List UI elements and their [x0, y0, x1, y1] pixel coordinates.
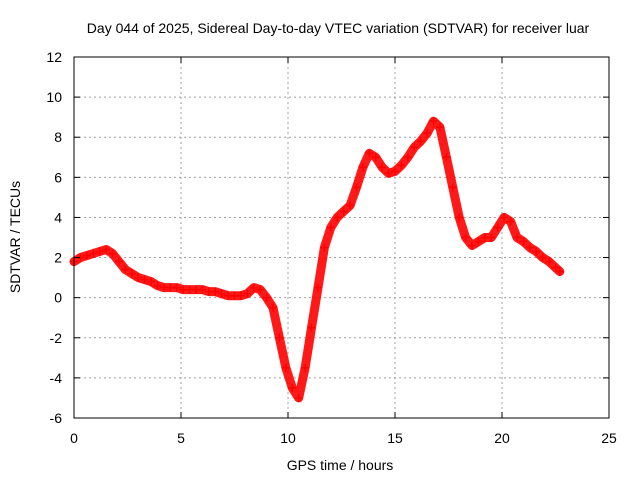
data-point	[532, 247, 541, 256]
y-tick-label: 12	[46, 49, 62, 65]
data-point	[95, 247, 104, 256]
x-tick-label: 20	[494, 430, 510, 446]
data-point	[468, 241, 477, 250]
data-point	[493, 223, 502, 232]
data-point	[326, 223, 335, 232]
y-tick-label: -6	[50, 410, 63, 426]
y-tick-label: 2	[54, 250, 62, 266]
x-tick-label: 0	[70, 430, 78, 446]
data-point	[82, 251, 91, 260]
data-point	[281, 363, 290, 372]
data-point	[307, 323, 316, 332]
data-point	[448, 183, 457, 192]
data-point	[538, 253, 547, 262]
data-point	[519, 237, 528, 246]
data-point	[358, 163, 367, 172]
data-point	[371, 153, 380, 162]
data-point	[346, 201, 355, 210]
x-tick-label: 5	[177, 430, 185, 446]
data-point	[198, 285, 207, 294]
data-point	[474, 237, 483, 246]
data-point	[102, 245, 111, 254]
y-tick-label: 8	[54, 129, 62, 145]
data-point	[500, 213, 509, 222]
data-point	[551, 263, 560, 272]
data-point	[262, 293, 271, 302]
x-tick-label: 10	[280, 430, 296, 446]
y-tick-label: 4	[54, 209, 62, 225]
y-tick-label: 0	[54, 290, 62, 306]
data-point	[320, 243, 329, 252]
data-marks	[69, 116, 565, 403]
data-point	[301, 363, 310, 372]
data-point	[555, 267, 564, 276]
data-point	[294, 393, 303, 402]
axis-ticks: 0 5 10 15 20 25 -6 -4 -2 0 2 4 6 8 10 12	[46, 49, 617, 446]
data-point	[243, 289, 252, 298]
data-point	[442, 153, 451, 162]
data-point	[249, 283, 258, 292]
data-point	[410, 143, 419, 152]
data-point	[114, 257, 123, 266]
data-point	[121, 265, 130, 274]
x-axis-label: GPS time / hours	[287, 457, 394, 473]
data-point	[211, 287, 220, 296]
data-point	[275, 333, 284, 342]
data-point	[512, 233, 521, 242]
data-point	[423, 129, 432, 138]
data-point	[153, 281, 162, 290]
y-tick-label: 6	[54, 169, 62, 185]
data-point	[397, 161, 406, 170]
data-point	[352, 183, 361, 192]
data-point	[269, 303, 278, 312]
plot-border	[73, 56, 610, 419]
y-tick-label: -2	[50, 330, 63, 346]
y-tick-label: 10	[46, 89, 62, 105]
data-point	[217, 289, 226, 298]
data-point	[140, 275, 149, 284]
data-point	[236, 291, 245, 300]
grid-lines	[74, 57, 609, 418]
data-point	[506, 217, 515, 226]
data-point	[108, 249, 117, 258]
data-point	[487, 233, 496, 242]
chart-title: Day 044 of 2025, Sidereal Day-to-day VTE…	[87, 20, 590, 36]
data-point	[172, 283, 181, 292]
data-point	[147, 277, 156, 286]
data-point	[313, 283, 322, 292]
x-tick-label: 15	[387, 430, 403, 446]
data-point	[256, 285, 265, 294]
data-point	[365, 149, 374, 158]
data-point	[391, 167, 399, 176]
data-point	[416, 137, 425, 146]
y-tick-label: -4	[50, 370, 63, 386]
data-point	[333, 213, 342, 222]
data-point	[134, 273, 143, 282]
data-point	[455, 213, 464, 222]
data-point	[288, 383, 297, 392]
data-point	[545, 257, 554, 266]
data-point	[403, 153, 412, 162]
data-point	[127, 269, 136, 278]
data-point	[461, 233, 470, 242]
data-point	[378, 163, 387, 172]
data-point	[435, 123, 444, 132]
data-point	[339, 207, 348, 216]
y-axis-label: SDTVAR / TECUs	[7, 181, 23, 293]
x-tick-label: 25	[601, 430, 617, 446]
data-point	[89, 249, 98, 258]
data-point	[384, 169, 393, 178]
data-point	[429, 117, 438, 126]
series-band	[69, 116, 565, 403]
data-point	[525, 243, 534, 252]
